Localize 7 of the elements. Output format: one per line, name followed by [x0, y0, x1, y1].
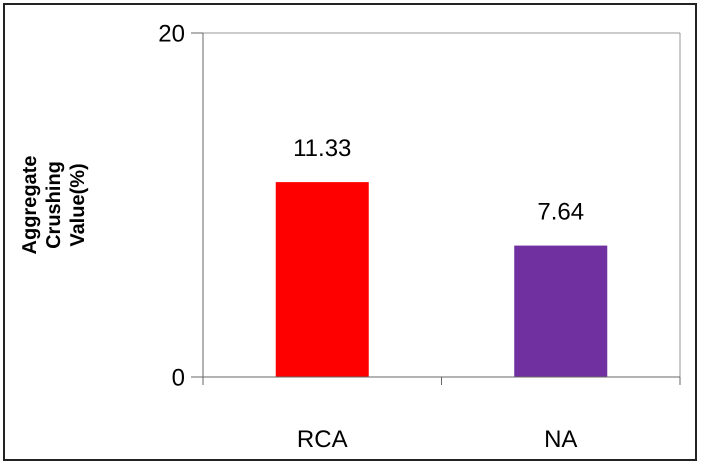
- data-label: 7.64: [537, 198, 584, 226]
- data-label: 11.33: [293, 135, 352, 162]
- y-axis-title: Aggregate Crushing Value(%): [19, 156, 89, 254]
- y-tick-label: 20: [158, 20, 185, 48]
- x-tick-label: NA: [544, 426, 578, 453]
- x-tick-label: RCA: [296, 426, 348, 453]
- y-tick-label: 0: [172, 364, 185, 392]
